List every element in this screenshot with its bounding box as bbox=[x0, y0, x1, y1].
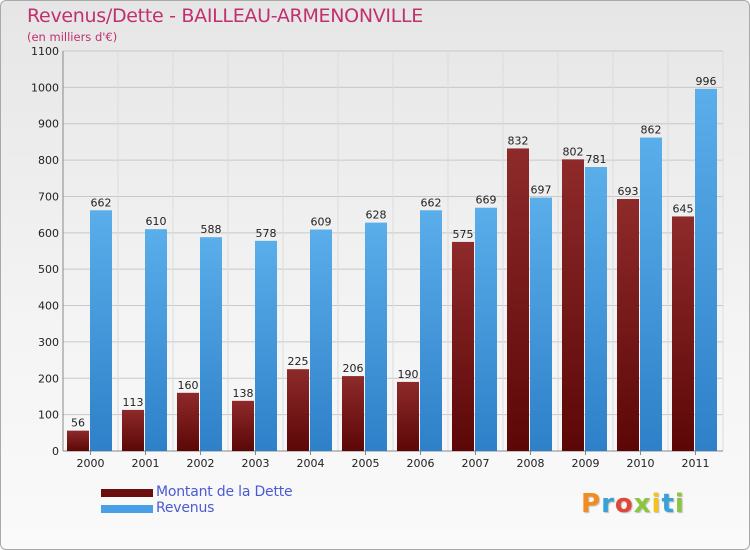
y-tick-label: 500 bbox=[38, 263, 59, 276]
y-tick-label: 0 bbox=[52, 445, 59, 458]
data-label-revenue: 697 bbox=[531, 184, 552, 197]
y-tick-label: 300 bbox=[38, 336, 59, 349]
data-label-revenue: 862 bbox=[641, 124, 662, 137]
bar-debt bbox=[397, 381, 419, 451]
bar-revenue bbox=[200, 237, 222, 451]
data-label-debt: 832 bbox=[508, 134, 529, 147]
bar-debt bbox=[452, 241, 474, 451]
x-tick-label: 2004 bbox=[297, 457, 325, 470]
y-tick-label: 800 bbox=[38, 154, 59, 167]
y-tick-label: 1100 bbox=[31, 45, 59, 58]
data-label-revenue: 662 bbox=[91, 196, 112, 209]
data-label-debt: 56 bbox=[71, 417, 85, 430]
data-label-debt: 190 bbox=[398, 368, 419, 381]
data-label-revenue: 610 bbox=[146, 215, 167, 228]
y-tick-label: 1000 bbox=[31, 81, 59, 94]
x-tick-label: 2002 bbox=[187, 457, 215, 470]
y-tick-label: 100 bbox=[38, 409, 59, 422]
bar-revenue bbox=[90, 210, 112, 451]
chart-title: Revenus/Dette - BAILLEAU-ARMENONVILLE bbox=[27, 5, 424, 27]
bar-revenue bbox=[420, 210, 442, 451]
bar-debt bbox=[287, 369, 309, 451]
legend-label-debt: Montant de la Dette bbox=[156, 484, 293, 500]
bar-debt bbox=[562, 159, 584, 451]
bar-debt bbox=[507, 148, 529, 452]
x-tick-label: 2010 bbox=[627, 457, 655, 470]
bar-debt bbox=[617, 199, 639, 451]
y-tick-label: 600 bbox=[38, 227, 59, 240]
data-label-revenue: 781 bbox=[586, 153, 607, 166]
x-tick-label: 2008 bbox=[517, 457, 545, 470]
bar-revenue bbox=[585, 167, 607, 451]
data-label-debt: 802 bbox=[563, 145, 584, 158]
data-label-revenue: 996 bbox=[696, 75, 717, 88]
x-tick-label: 2011 bbox=[682, 457, 710, 470]
logo-letter: P bbox=[581, 489, 602, 519]
data-label-revenue: 578 bbox=[256, 227, 277, 240]
x-tick-label: 2005 bbox=[352, 457, 380, 470]
data-label-debt: 138 bbox=[233, 387, 254, 400]
bar-revenue bbox=[640, 137, 662, 451]
logo-letter: i bbox=[674, 489, 685, 519]
logo-letter: o bbox=[614, 489, 634, 519]
x-tick-label: 2000 bbox=[77, 457, 105, 470]
data-label-revenue: 609 bbox=[311, 216, 332, 229]
bar-revenue bbox=[310, 229, 332, 451]
bar-debt bbox=[672, 216, 694, 451]
x-tick-label: 2001 bbox=[132, 457, 160, 470]
logo-letter: x bbox=[633, 489, 652, 519]
data-label-debt: 693 bbox=[618, 185, 639, 198]
data-label-revenue: 669 bbox=[476, 194, 497, 207]
data-label-debt: 113 bbox=[123, 396, 144, 409]
chart-subtitle: (en milliers d'€) bbox=[27, 30, 118, 44]
bar-revenue bbox=[365, 222, 387, 451]
logo-letter: t bbox=[661, 489, 675, 519]
data-label-revenue: 588 bbox=[201, 223, 222, 236]
data-label-debt: 645 bbox=[673, 202, 694, 215]
y-tick-label: 900 bbox=[38, 118, 59, 131]
logo-letter: r bbox=[601, 489, 615, 519]
data-label-debt: 225 bbox=[288, 355, 309, 368]
y-tick-label: 700 bbox=[38, 190, 59, 203]
bar-revenue bbox=[255, 240, 277, 451]
legend-label-revenue: Revenus bbox=[156, 500, 215, 516]
y-tick-label: 400 bbox=[38, 300, 59, 313]
bar-revenue bbox=[695, 88, 717, 452]
bar-debt bbox=[232, 400, 254, 451]
data-label-debt: 206 bbox=[343, 362, 364, 375]
data-label-revenue: 662 bbox=[421, 196, 442, 209]
data-label-debt: 160 bbox=[178, 379, 199, 392]
x-tick-label: 2009 bbox=[572, 457, 600, 470]
logo-letter: i bbox=[651, 489, 662, 519]
x-tick-label: 2003 bbox=[242, 457, 270, 470]
bar-debt bbox=[122, 409, 144, 451]
bar-debt bbox=[67, 430, 89, 451]
x-tick-label: 2007 bbox=[462, 457, 490, 470]
data-label-revenue: 628 bbox=[366, 209, 387, 222]
bar-revenue bbox=[145, 229, 167, 451]
y-tick-label: 200 bbox=[38, 372, 59, 385]
bar-debt bbox=[177, 392, 199, 451]
x-tick-label: 2006 bbox=[407, 457, 435, 470]
bar-revenue bbox=[475, 207, 497, 451]
bar-debt bbox=[342, 376, 364, 451]
data-label-debt: 575 bbox=[453, 228, 474, 241]
legend-swatch-debt bbox=[101, 489, 153, 497]
proxiti-logo: Proxiti bbox=[581, 489, 685, 519]
legend-swatch-revenue bbox=[101, 505, 153, 513]
bar-revenue bbox=[530, 197, 552, 451]
